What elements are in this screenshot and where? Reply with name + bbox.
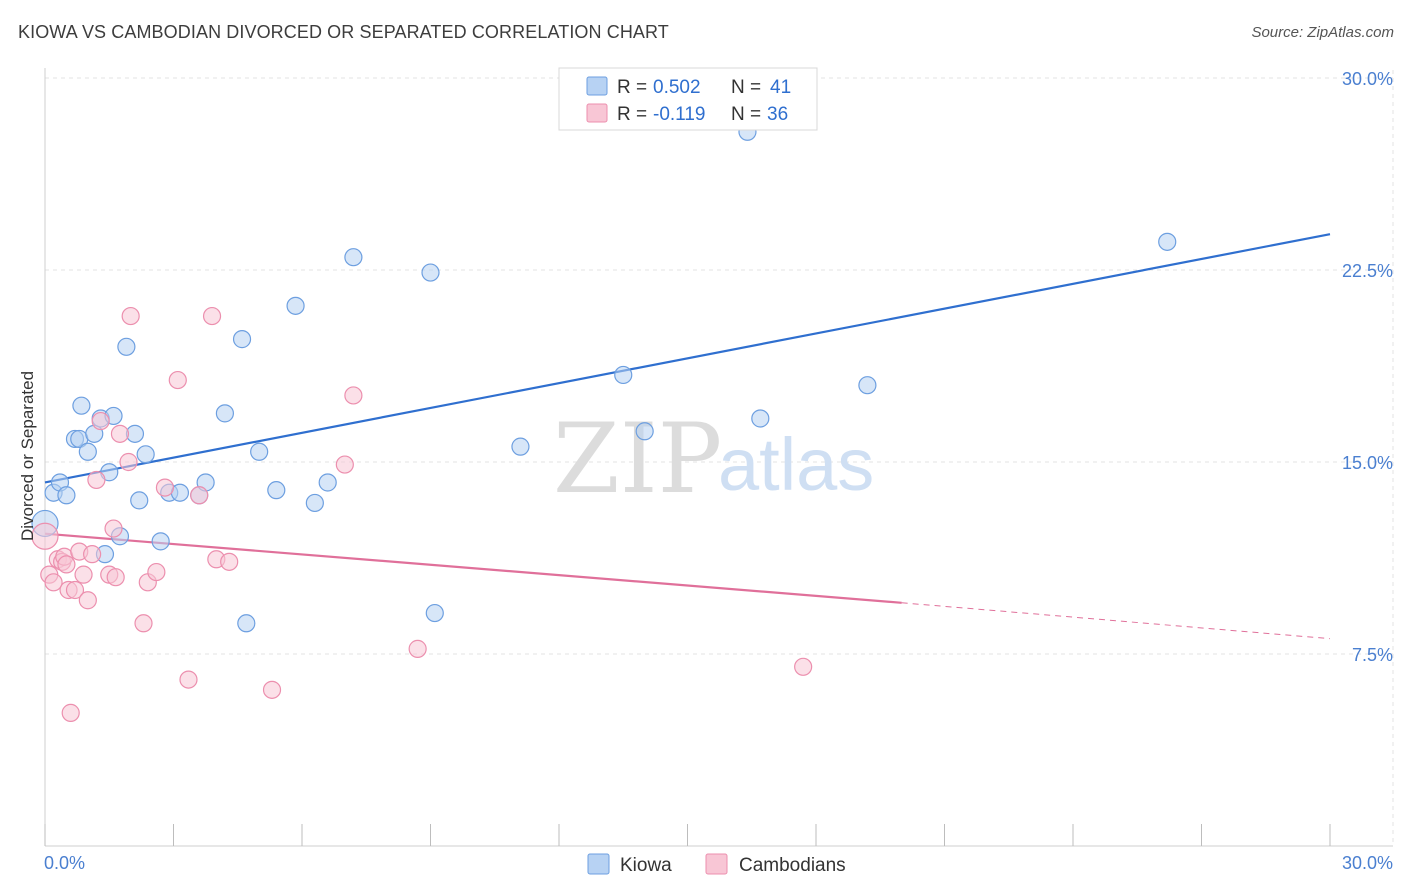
axis-layer xyxy=(44,68,1393,847)
point-kiowa-7 xyxy=(78,442,97,461)
point-cambodian-9 xyxy=(65,580,85,600)
legend-swatch-kiowa xyxy=(586,76,608,96)
series-legend-cambodians: Cambodians xyxy=(739,855,846,876)
point-kiowa-17 xyxy=(136,445,155,464)
point-kiowa-27 xyxy=(267,481,286,500)
point-kiowa-14 xyxy=(117,337,136,356)
y-axis-title: Divorced or Separated xyxy=(18,371,37,541)
point-cambodian-17 xyxy=(104,519,123,538)
point-cambodian-36 xyxy=(794,657,813,676)
legend-kiowa-n-value: 41 xyxy=(770,77,791,98)
trendline-cambodians xyxy=(44,532,902,604)
series-legend: Kiowa Cambodians xyxy=(587,853,846,876)
point-cambodian-26 xyxy=(168,370,187,390)
point-cambodian-6 xyxy=(57,555,76,574)
legend-cambodians-r-value: -0.119 xyxy=(653,104,705,125)
point-kiowa-31 xyxy=(344,248,363,267)
legend-kiowa-r-label: R = xyxy=(617,77,647,98)
point-kiowa-6 xyxy=(72,396,91,415)
chart-title: KIOWA VS CAMBODIAN DIVORCED OR SEPARATED… xyxy=(18,22,669,42)
point-cambodian-27 xyxy=(179,670,198,689)
point-kiowa-35 xyxy=(614,365,633,385)
point-cambodian-28 xyxy=(190,486,209,505)
trend-layer xyxy=(44,233,1331,640)
point-cambodian-2 xyxy=(44,573,63,592)
point-cambodian-19 xyxy=(110,424,130,443)
point-cambodian-14 xyxy=(87,470,106,490)
point-cambodian-21 xyxy=(121,306,140,326)
series-legend-swatch-kiowa xyxy=(587,853,610,875)
source-note: Source: ZipAtlas.com xyxy=(1251,24,1394,41)
point-cambodian-29 xyxy=(202,306,222,326)
point-cambodian-24 xyxy=(147,562,166,582)
point-cambodian-20 xyxy=(119,452,138,472)
legend-kiowa-n-label: N = xyxy=(731,77,761,98)
series-legend-kiowa: Kiowa xyxy=(620,855,672,876)
point-kiowa-30 xyxy=(318,473,337,492)
point-kiowa-38 xyxy=(751,409,770,428)
point-cambodian-12 xyxy=(78,591,97,610)
point-cambodian-8 xyxy=(61,703,80,722)
y-tick-label-1: 15.0% xyxy=(1342,453,1393,473)
tick-label-layer: 7.5% 15.0% 22.5% 30.0% 0.0% 30.0% xyxy=(44,69,1393,873)
point-cambodian-22 xyxy=(134,614,153,633)
point-cambodian-13 xyxy=(83,545,102,564)
legend-kiowa-r-value: 0.502 xyxy=(653,77,701,98)
point-kiowa-39 xyxy=(858,376,877,395)
point-kiowa-23 xyxy=(215,404,234,423)
point-kiowa-28 xyxy=(286,296,305,315)
point-kiowa-33 xyxy=(425,603,444,623)
point-cambodian-18 xyxy=(106,568,125,587)
y-tick-label-3: 30.0% xyxy=(1342,69,1393,89)
point-kiowa-29 xyxy=(305,493,324,513)
watermark-atlas: atlas xyxy=(718,423,874,506)
point-kiowa-16 xyxy=(130,491,149,510)
point-cambodian-31 xyxy=(220,552,239,571)
point-kiowa-34 xyxy=(511,437,530,456)
point-kiowa-3 xyxy=(57,486,76,505)
watermark: ZIP atlas xyxy=(553,403,874,515)
point-kiowa-25 xyxy=(237,614,256,633)
point-kiowa-26 xyxy=(250,442,269,461)
y-tick-label-2: 22.5% xyxy=(1342,261,1393,281)
legend-cambodians-n-label: N = xyxy=(731,104,761,125)
watermark-zip: ZIP xyxy=(553,403,722,515)
point-kiowa-18 xyxy=(151,532,170,551)
legend-cambodians-n-value: 36 xyxy=(767,104,788,125)
point-cambodian-11 xyxy=(74,565,93,584)
point-cambodian-33 xyxy=(335,455,354,474)
point-cambodian-0 xyxy=(31,522,59,550)
point-cambodian-25 xyxy=(155,478,175,497)
x-tick-label-0: 0.0% xyxy=(44,853,85,873)
series-legend-swatch-cambodians xyxy=(705,853,728,875)
trendline-kiowa xyxy=(44,233,1331,484)
point-cambodian-32 xyxy=(262,680,282,699)
legend-cambodians-r-label: R = xyxy=(617,104,647,125)
x-tick-label-1: 30.0% xyxy=(1342,853,1393,873)
stats-legend: R = 0.502 N = 41 R = -0.119 N = 36 xyxy=(558,67,818,131)
point-cambodian-15 xyxy=(91,411,110,431)
point-kiowa-36 xyxy=(635,422,654,441)
point-kiowa-24 xyxy=(232,330,252,349)
point-kiowa-40 xyxy=(1158,232,1177,251)
trendline-cambodians-extension xyxy=(901,602,1331,640)
point-kiowa-32 xyxy=(421,263,440,282)
legend-swatch-cambodians xyxy=(586,103,608,123)
point-cambodian-35 xyxy=(408,639,427,658)
grid-layer xyxy=(45,70,1394,846)
point-cambodian-34 xyxy=(344,386,363,405)
y-tick-label-0: 7.5% xyxy=(1352,645,1393,665)
